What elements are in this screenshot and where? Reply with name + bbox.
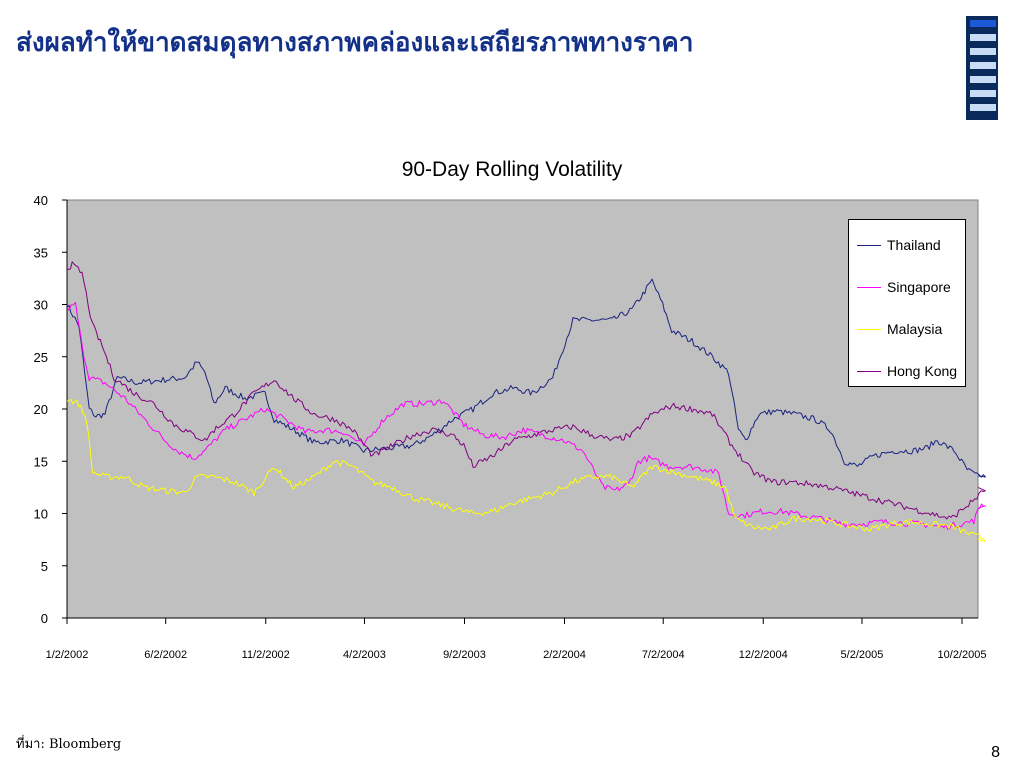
legend-item-malaysia: Malaysia (857, 320, 942, 338)
nav-tab-4[interactable] (969, 61, 997, 70)
legend-label-thailand: Thailand (887, 237, 941, 253)
y-tick-label: 5 (41, 559, 48, 574)
legend-swatch-thailand (857, 244, 881, 246)
nav-tab-7[interactable] (969, 103, 997, 112)
y-tick-label: 30 (34, 298, 48, 313)
nav-tab-2[interactable] (969, 33, 997, 42)
y-tick-label: 10 (34, 507, 48, 522)
nav-tab-5[interactable] (969, 75, 997, 84)
legend-swatch-hong-kong (857, 370, 881, 372)
y-tick-label: 15 (34, 454, 48, 469)
x-tick-label: 9/2/2003 (443, 649, 486, 661)
x-tick-label: 5/2/2005 (841, 649, 884, 661)
y-tick-label: 40 (34, 193, 48, 208)
x-tick-label: 10/2/2005 (938, 649, 987, 661)
y-tick-label: 20 (34, 402, 48, 417)
legend-swatch-malaysia (857, 328, 881, 330)
legend-item-singapore: Singapore (857, 278, 951, 296)
x-tick-label: 1/2/2002 (46, 649, 89, 661)
slide-navigation-icon[interactable] (966, 16, 998, 120)
nav-tab-6[interactable] (969, 89, 997, 98)
series-line-hong-kong (66, 261, 986, 520)
series-line-malaysia (66, 398, 986, 542)
y-tick-label: 0 (41, 611, 48, 626)
source-note: ที่มา: Bloomberg (16, 737, 122, 752)
x-tick-label: 12/2/2004 (739, 649, 788, 661)
y-tick-label: 35 (34, 245, 48, 260)
chart-legend: Thailand Singapore Malaysia Hong Kong (848, 219, 966, 387)
legend-label-malaysia: Malaysia (887, 321, 943, 337)
slide-title: ส่งผลทำให้ขาดสมดุลทางสภาพคล่องและเสถียรภ… (16, 28, 694, 58)
chart-title: 90-Day Rolling Volatility (401, 158, 623, 181)
legend-label-singapore: Singapore (887, 279, 951, 295)
legend-item-thailand: Thailand (857, 236, 941, 254)
series-line-singapore (66, 302, 986, 530)
legend-swatch-singapore (857, 286, 881, 288)
y-tick-label: 25 (34, 350, 48, 365)
legend-label-hong-kong: Hong Kong (887, 363, 958, 379)
x-tick-label: 11/2/2002 (242, 649, 290, 661)
x-tick-label: 7/2/2004 (642, 649, 685, 661)
x-tick-label: 4/2/2003 (343, 649, 386, 661)
series-line-thailand (66, 278, 986, 478)
nav-tab-3[interactable] (969, 47, 997, 56)
plot-area (66, 199, 979, 619)
nav-tab-1[interactable] (969, 19, 997, 28)
x-tick-label: 6/2/2002 (144, 649, 187, 661)
x-tick-label: 2/2/2004 (543, 649, 586, 661)
page-number: 8 (991, 744, 1000, 761)
legend-item-hong-kong: Hong Kong (857, 362, 957, 380)
